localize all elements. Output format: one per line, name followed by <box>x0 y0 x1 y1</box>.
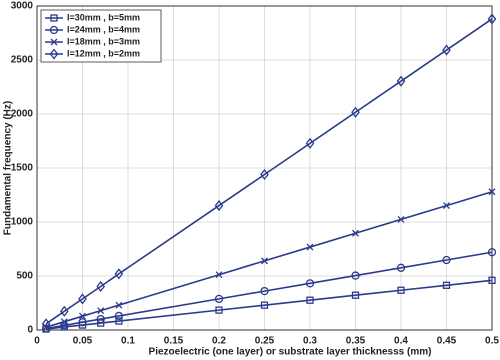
legend-label: l=30mm , b=5mm <box>67 12 140 22</box>
legend-label: l=24mm , b=4mm <box>67 24 140 34</box>
y-tick-label: 500 <box>16 271 33 282</box>
marker <box>397 286 405 294</box>
marker <box>115 301 123 309</box>
marker <box>59 305 69 317</box>
x-tick-label: 0.3 <box>303 336 317 347</box>
legend: l=30mm , b=5mm l=24mm , b=4mm l=18mm , b=3… <box>40 9 162 63</box>
x-tick-label: 0.5 <box>485 336 499 347</box>
x-tick-label: 0.1 <box>121 336 135 347</box>
marker <box>442 255 451 265</box>
marker <box>443 202 450 210</box>
marker <box>352 229 359 237</box>
marker <box>97 307 105 315</box>
marker <box>351 291 360 299</box>
marker <box>215 271 223 279</box>
x-tick-label: 0.05 <box>73 336 93 347</box>
y-tick-label: 2500 <box>11 55 34 66</box>
x-tick-label: 0.45 <box>437 336 457 347</box>
marker <box>397 215 405 223</box>
marker <box>260 168 269 181</box>
marker <box>49 25 59 35</box>
marker <box>305 137 315 149</box>
marker <box>488 276 496 284</box>
marker <box>396 263 406 272</box>
marker <box>351 106 360 118</box>
marker <box>41 324 51 333</box>
marker <box>78 293 87 305</box>
marker <box>306 243 314 251</box>
legend-label: l=18mm , b=3mm <box>67 36 140 46</box>
marker <box>215 306 223 314</box>
y-tick-label: 1500 <box>11 163 34 174</box>
marker <box>114 311 124 321</box>
marker <box>214 294 224 304</box>
marker <box>488 188 496 196</box>
series-line <box>45 190 493 328</box>
marker <box>79 312 86 320</box>
marker <box>442 281 451 289</box>
marker <box>115 317 123 325</box>
x-tick-label: 0.25 <box>255 336 275 347</box>
marker <box>396 75 406 87</box>
legend-label: l=12mm , b=2mm <box>67 48 140 58</box>
marker <box>41 318 51 330</box>
marker <box>306 296 314 304</box>
marker <box>261 257 268 265</box>
plot-frame <box>36 5 493 331</box>
marker <box>50 38 58 46</box>
marker <box>305 279 315 288</box>
marker <box>60 318 68 326</box>
x-tick-label: 0.35 <box>346 336 366 347</box>
y-axis-label: Fundamental frequency (Hz) <box>3 101 14 235</box>
marker <box>96 314 105 324</box>
x-tick-label: 0 <box>34 336 40 347</box>
marker <box>78 318 87 327</box>
series-line <box>45 18 493 325</box>
marker <box>260 301 269 309</box>
marker <box>351 271 360 280</box>
x-tick-label: 0.2 <box>212 336 226 347</box>
y-tick-label: 2000 <box>11 109 34 120</box>
marker <box>49 48 59 60</box>
x-tick-label: 0.15 <box>164 336 184 347</box>
marker <box>487 13 497 25</box>
marker <box>260 286 269 296</box>
x-tick-label: 0.4 <box>394 336 408 347</box>
y-tick-label: 1000 <box>11 217 34 228</box>
marker <box>487 248 497 257</box>
marker <box>50 14 58 22</box>
y-tick-label: 0 <box>27 325 33 336</box>
marker <box>96 280 106 293</box>
marker <box>214 200 224 212</box>
y-tick-label: 3000 <box>11 1 34 12</box>
marker <box>97 319 105 327</box>
marker <box>114 268 124 280</box>
x-axis-label: Piezoelectric (one layer) or substrate l… <box>149 347 432 358</box>
marker <box>442 44 451 56</box>
